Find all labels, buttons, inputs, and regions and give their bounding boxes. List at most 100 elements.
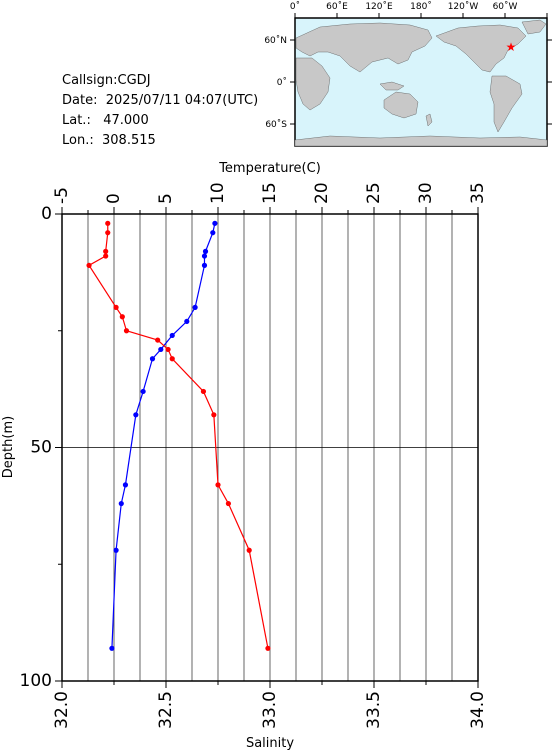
temperature-point xyxy=(133,412,139,418)
salinity-point xyxy=(265,645,271,651)
temperature-tick-label: 5 xyxy=(156,193,176,204)
temperature-point xyxy=(202,248,209,254)
land-greenland xyxy=(521,19,547,35)
chart-grid xyxy=(62,214,478,681)
salinity-tick-label: 34.0 xyxy=(468,691,488,729)
temperature-tick-label: 35 xyxy=(468,182,488,204)
map-lon-label-1: 60˚E xyxy=(326,1,348,12)
depth-tick-label: 100 xyxy=(20,671,52,691)
temperature-tick-labels: -5 0 5 10 15 20 25 30 35 xyxy=(52,182,488,204)
lon-value: 308.515 xyxy=(102,133,156,148)
date-row: Date: 2025/07/11 04:07(UTC) xyxy=(62,91,258,111)
salinity-point xyxy=(155,337,161,343)
depth-tick-label: 50 xyxy=(30,438,52,458)
temperature-point xyxy=(118,500,124,507)
map-lon-label-5: 60˚W xyxy=(493,1,518,12)
temperature-point xyxy=(210,230,216,236)
callsign-label: Callsign: xyxy=(62,73,118,88)
salinity-point xyxy=(103,248,109,254)
map-lon-label-4: 120˚W xyxy=(448,1,479,12)
map-lat-label-1: 0˚ xyxy=(277,77,287,88)
lon-label: Lon.: xyxy=(62,133,94,148)
temperature-point xyxy=(140,388,146,395)
salinity-point xyxy=(211,412,217,418)
salinity-tick-label: 32.0 xyxy=(52,691,72,729)
map-lat-label-0: 60˚N xyxy=(264,35,287,46)
land-indonesia xyxy=(379,81,405,91)
salinity-tick-label: 33.5 xyxy=(364,691,384,729)
temperature-point xyxy=(109,645,115,651)
temperature-point xyxy=(201,262,208,268)
map-lon-label-3: 180˚ xyxy=(410,1,432,12)
land-africa xyxy=(295,57,331,111)
lat-value: 47.000 xyxy=(103,113,149,128)
land-eurasia xyxy=(295,22,433,73)
salinity-point xyxy=(200,388,207,395)
temperature-point xyxy=(149,356,156,362)
chart-ticks xyxy=(55,207,479,688)
salinity-point xyxy=(105,220,111,226)
depth-tick-label: 0 xyxy=(41,204,52,224)
salinity-point xyxy=(113,304,119,310)
temperature-tick-label: 20 xyxy=(312,182,332,204)
temperature-point xyxy=(201,253,208,259)
land-newzealand xyxy=(425,113,433,127)
callsign-value: CGDJ xyxy=(117,73,151,88)
salinity-tick-label: 33.0 xyxy=(260,691,280,729)
salinity-point xyxy=(246,547,252,553)
salinity-point xyxy=(215,482,221,488)
land-north-america xyxy=(435,24,527,73)
plot-frame xyxy=(61,213,479,682)
callsign-row: Callsign:CGDJ xyxy=(62,71,258,91)
temperature-tick-label: 10 xyxy=(208,182,228,204)
salinity-point xyxy=(119,314,125,320)
temperature-tick-label: -5 xyxy=(52,187,72,204)
temperature-point xyxy=(212,220,218,226)
temperature-profile-line xyxy=(111,223,216,649)
temperature-tick-label: 0 xyxy=(104,193,124,204)
map-side-ticks xyxy=(290,39,552,125)
temperature-point xyxy=(184,318,190,325)
land-south-america xyxy=(489,75,523,133)
date-value: 2025/07/11 04:07(UTC) xyxy=(105,93,259,108)
salinity-point xyxy=(225,500,231,507)
date-label: Date: xyxy=(62,93,98,108)
lat-row: Lat.: 47.000 xyxy=(62,111,258,131)
map-lon-label-0: 0˚ xyxy=(290,1,300,12)
salinity-profile-line xyxy=(88,223,269,649)
salinity-axis-title: Salinity xyxy=(246,736,294,751)
salinity-point xyxy=(86,262,92,268)
temperature-axis-title: Temperature(C) xyxy=(218,161,321,176)
temperature-tick-label: 25 xyxy=(364,182,384,204)
salinity-tick-label: 32.5 xyxy=(156,691,176,729)
depth-tick-labels: 0 50 100 xyxy=(20,204,52,691)
salinity-point xyxy=(105,230,111,236)
salinity-tick-labels: 32.0 32.5 33.0 33.5 34.0 xyxy=(52,691,488,729)
map-top-ticks xyxy=(294,13,548,18)
map-lat-labels: 60˚N 0˚ 60˚S xyxy=(264,35,287,130)
salinity-point xyxy=(169,356,175,362)
salinity-point xyxy=(123,328,130,334)
station-info: Callsign:CGDJ Date: 2025/07/11 04:07(UTC… xyxy=(62,71,258,151)
series-layer xyxy=(86,220,271,651)
map-top-labels: 0˚ 60˚E 120˚E 180˚ 120˚W 60˚W xyxy=(290,1,518,12)
lon-row: Lon.: 308.515 xyxy=(62,131,258,151)
map-location-star-icon: ★ xyxy=(506,40,517,54)
map-land xyxy=(294,19,548,147)
land-antarctica xyxy=(294,135,548,147)
lat-label: Lat.: xyxy=(62,113,91,128)
temperature-point xyxy=(113,547,119,553)
map-lat-label-2: 60˚S xyxy=(265,119,287,130)
salinity-point xyxy=(103,253,109,259)
temperature-point xyxy=(192,304,198,310)
map-lon-label-2: 120˚E xyxy=(365,1,393,12)
land-australia xyxy=(383,91,419,119)
temperature-point xyxy=(169,332,175,339)
depth-axis-title: Depth(m) xyxy=(1,416,16,478)
location-map: 0˚ 60˚E 120˚E 180˚ 120˚W 60˚W 60˚N 0˚ 60… xyxy=(264,1,552,147)
salinity-point xyxy=(165,346,171,353)
temperature-point xyxy=(158,346,164,353)
temperature-point xyxy=(122,482,129,488)
temperature-tick-label: 30 xyxy=(416,182,436,204)
temperature-tick-label: 15 xyxy=(260,182,280,204)
